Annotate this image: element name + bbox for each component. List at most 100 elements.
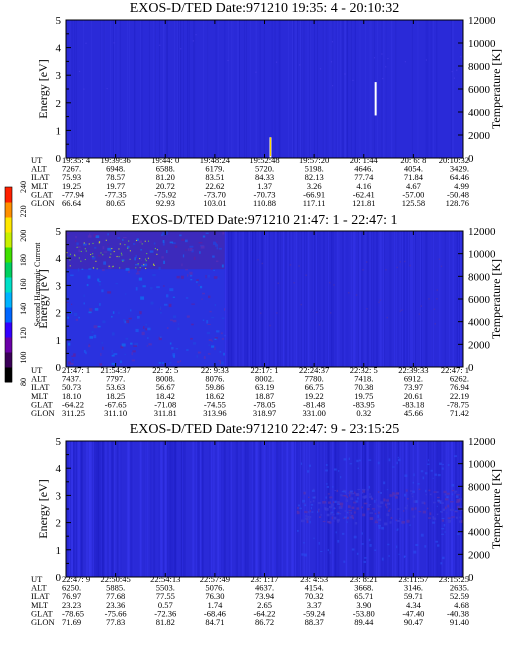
texture-dot bbox=[197, 351, 202, 354]
texture-streak bbox=[139, 441, 142, 577]
texture-dot bbox=[441, 527, 445, 530]
texture-streak bbox=[350, 231, 351, 367]
texture-streak bbox=[269, 231, 271, 367]
texture-dot bbox=[435, 540, 439, 543]
texture-dot bbox=[422, 510, 427, 514]
texture-dot bbox=[117, 237, 121, 239]
texture-dot bbox=[350, 497, 354, 500]
texture-streak bbox=[308, 441, 311, 577]
texture-streak bbox=[251, 231, 252, 367]
texture-streak bbox=[128, 20, 130, 158]
texture-streak bbox=[102, 441, 104, 577]
texture-dot bbox=[381, 527, 385, 530]
ephemeris-value: 23: 8:21 bbox=[350, 574, 378, 584]
texture-streak bbox=[116, 441, 119, 577]
texture-streak bbox=[307, 20, 309, 158]
texture-streak bbox=[311, 231, 313, 367]
texture-streak bbox=[252, 231, 254, 367]
texture-streak bbox=[404, 231, 406, 367]
texture-dot bbox=[132, 243, 136, 245]
spectrogram-area bbox=[66, 231, 463, 367]
texture-streak bbox=[450, 20, 452, 158]
texture-dot bbox=[141, 259, 143, 261]
texture-streak bbox=[74, 20, 76, 158]
texture-dot bbox=[336, 512, 339, 515]
texture-dot bbox=[362, 269, 364, 271]
texture-streak bbox=[335, 441, 337, 577]
texture-dot bbox=[428, 298, 430, 300]
texture-dot bbox=[137, 269, 141, 271]
ephemeris-value: -78.65 bbox=[62, 608, 84, 618]
texture-dot bbox=[451, 71, 453, 73]
texture-dot bbox=[432, 517, 437, 520]
texture-streak bbox=[312, 231, 314, 367]
texture-dot bbox=[170, 319, 174, 321]
texture-dot bbox=[423, 502, 426, 505]
texture-dot bbox=[308, 517, 311, 520]
texture-dot bbox=[369, 503, 372, 505]
texture-dot bbox=[187, 248, 189, 251]
ephemeris-value: 88.37 bbox=[305, 617, 324, 627]
texture-streak bbox=[236, 20, 238, 158]
y-tick-label: 5 bbox=[56, 226, 62, 238]
texture-dot bbox=[368, 459, 372, 461]
texture-speck bbox=[80, 260, 82, 262]
texture-dot bbox=[198, 284, 200, 286]
texture-streak bbox=[292, 441, 294, 577]
texture-dot bbox=[352, 79, 354, 81]
texture-streak bbox=[406, 231, 408, 367]
texture-streak bbox=[199, 441, 201, 577]
texture-dot bbox=[308, 464, 312, 467]
texture-dot bbox=[328, 501, 332, 504]
texture-dot bbox=[374, 521, 378, 524]
texture-dot bbox=[220, 361, 224, 365]
ephemeris-value: 91.40 bbox=[450, 617, 469, 627]
texture-dot bbox=[325, 469, 328, 472]
texture-dot bbox=[362, 513, 366, 517]
texture-streak bbox=[317, 20, 318, 158]
texture-streak bbox=[304, 231, 306, 367]
texture-streak bbox=[98, 441, 100, 577]
texture-dot bbox=[409, 524, 411, 526]
texture-streak bbox=[294, 231, 296, 367]
texture-dot bbox=[440, 510, 442, 513]
texture-streak bbox=[244, 231, 245, 367]
texture-dot bbox=[436, 289, 439, 291]
texture-dot bbox=[348, 510, 352, 512]
ephemeris-value: 8008. bbox=[156, 374, 175, 384]
ephemeris-value: 83.51 bbox=[205, 172, 224, 182]
texture-streak bbox=[271, 441, 274, 577]
texture-streak bbox=[338, 231, 340, 367]
texture-streak bbox=[309, 20, 311, 158]
texture-dot bbox=[130, 342, 133, 345]
panel-2: EXOS-D/TED Date:971210 21:47: 1 - 22:47:… bbox=[31, 213, 503, 418]
texture-streak bbox=[228, 20, 230, 158]
texture-streak bbox=[264, 441, 266, 577]
texture-dot bbox=[436, 496, 440, 499]
texture-dot bbox=[107, 291, 112, 294]
texture-dot bbox=[396, 529, 399, 531]
texture-dot bbox=[390, 516, 393, 519]
texture-streak bbox=[231, 231, 233, 367]
texture-dot bbox=[192, 40, 194, 42]
texture-dot bbox=[343, 458, 347, 461]
texture-dot bbox=[444, 498, 449, 501]
texture-streak bbox=[315, 441, 317, 577]
texture-streak bbox=[225, 231, 227, 367]
texture-streak bbox=[327, 231, 329, 367]
texture-streak bbox=[319, 231, 321, 367]
ephemeris-value: 0.32 bbox=[356, 408, 371, 418]
texture-dot bbox=[140, 264, 145, 267]
texture-dot bbox=[414, 507, 417, 510]
ephemeris-value: 5503. bbox=[156, 583, 175, 593]
texture-dot bbox=[222, 231, 225, 235]
texture-dot bbox=[122, 237, 127, 239]
texture-streak bbox=[369, 20, 371, 158]
texture-dot bbox=[459, 506, 462, 508]
texture-dot bbox=[140, 296, 145, 300]
texture-dot bbox=[322, 501, 326, 504]
texture-speck bbox=[92, 253, 94, 255]
texture-dot bbox=[412, 481, 414, 484]
texture-streak bbox=[207, 20, 209, 158]
ephemeris-value: 22.19 bbox=[450, 391, 469, 401]
